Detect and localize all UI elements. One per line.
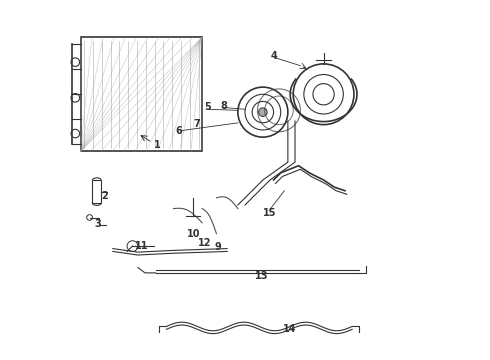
Text: 14: 14: [283, 324, 296, 334]
Text: 8: 8: [220, 101, 227, 111]
Text: 7: 7: [194, 119, 200, 129]
Text: 15: 15: [263, 208, 276, 218]
Text: 12: 12: [198, 238, 212, 248]
Bar: [93, 180, 101, 203]
Text: 4: 4: [271, 51, 278, 61]
Text: 9: 9: [215, 242, 221, 252]
Text: 3: 3: [94, 219, 101, 229]
Text: 10: 10: [187, 229, 200, 239]
Circle shape: [259, 108, 267, 116]
Text: 6: 6: [175, 126, 182, 136]
Bar: [81, 37, 202, 152]
Text: 5: 5: [204, 103, 211, 112]
Text: 1: 1: [154, 140, 161, 150]
Text: 13: 13: [255, 271, 269, 281]
Text: 11: 11: [135, 241, 148, 251]
Text: 2: 2: [101, 191, 108, 201]
